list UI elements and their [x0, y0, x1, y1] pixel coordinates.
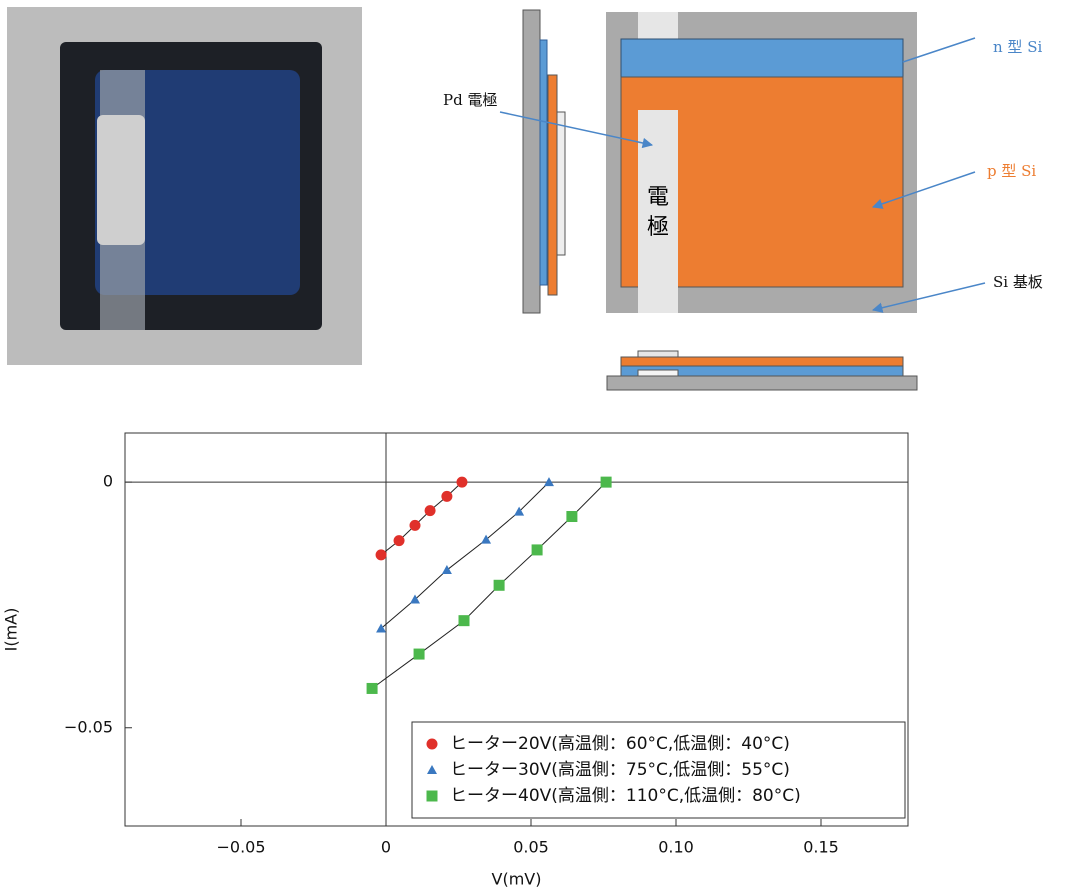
chart: −0.05 0 0.05 0.10 0.15 −0.05 0 V(mV) I(mA) ヒーター20… [2, 433, 909, 889]
data-point [532, 544, 543, 555]
side-p-layer [548, 75, 557, 295]
bottom-substrate [607, 376, 917, 390]
label-n-si: n 型 Si [993, 38, 1042, 56]
data-point [410, 520, 421, 531]
y-tick-label: −0.05 [64, 717, 113, 736]
electrode-pad [97, 115, 145, 245]
legend-label: ヒーター30V(高温側：75°C,低温側：55°C) [450, 760, 790, 780]
x-tick-label: −0.05 [216, 838, 265, 857]
x-axis-label: V(mV) [492, 870, 542, 889]
label-substrate: Si 基板 [993, 273, 1043, 291]
y-tick-label: 0 [103, 472, 113, 491]
fit-line [381, 482, 549, 628]
data-point [456, 477, 467, 488]
legend-marker [427, 739, 438, 750]
side-n-layer [540, 40, 547, 285]
data-point [425, 505, 436, 516]
front-electrode [638, 110, 678, 313]
data-point [566, 511, 577, 522]
data-point [459, 615, 470, 626]
y-axis-label: I(mA) [2, 608, 21, 652]
label-pd: Pd 電極 [443, 91, 497, 109]
label-p-si: p 型 Si [987, 162, 1036, 180]
legend-label: ヒーター40V(高温側：110°C,低温側：80°C) [450, 786, 801, 806]
x-tick-label: 0 [381, 838, 391, 857]
data-point [442, 565, 452, 574]
data-point [414, 649, 425, 660]
x-tick-label: 0.05 [513, 838, 549, 857]
data-point [367, 683, 378, 694]
side-view [523, 10, 565, 313]
page: {"diagram": {"labels": {"n_si": "n 型 Si"… [0, 0, 1067, 894]
side-substrate [523, 10, 540, 313]
data-point [601, 477, 612, 488]
bottom-electrode-under [638, 370, 678, 376]
figure: 電 極 n 型 Si Pd 電極 p 型 Si Si 基板 −0.05 0 0.05… [0, 0, 1067, 894]
legend-marker [427, 791, 438, 802]
bottom-p-layer [621, 357, 903, 366]
legend-label: ヒーター20V(高温側：60°C,低温側：40°C) [450, 734, 790, 754]
electrode-char: 極 [647, 215, 669, 240]
data-point [441, 491, 452, 502]
data-point [394, 535, 405, 546]
electrode-char: 電 [647, 185, 669, 210]
x-tick-label: 0.15 [803, 838, 839, 857]
data-point [376, 624, 386, 633]
front-n-layer [621, 39, 903, 77]
data-point [376, 549, 387, 560]
data-point [494, 580, 505, 591]
side-electrode [557, 112, 565, 255]
x-tick-label: 0.10 [658, 838, 694, 857]
front-view [606, 12, 917, 313]
photo [7, 7, 362, 365]
bottom-view [607, 351, 917, 390]
data-point [481, 535, 491, 544]
bottom-electrode [638, 351, 678, 357]
